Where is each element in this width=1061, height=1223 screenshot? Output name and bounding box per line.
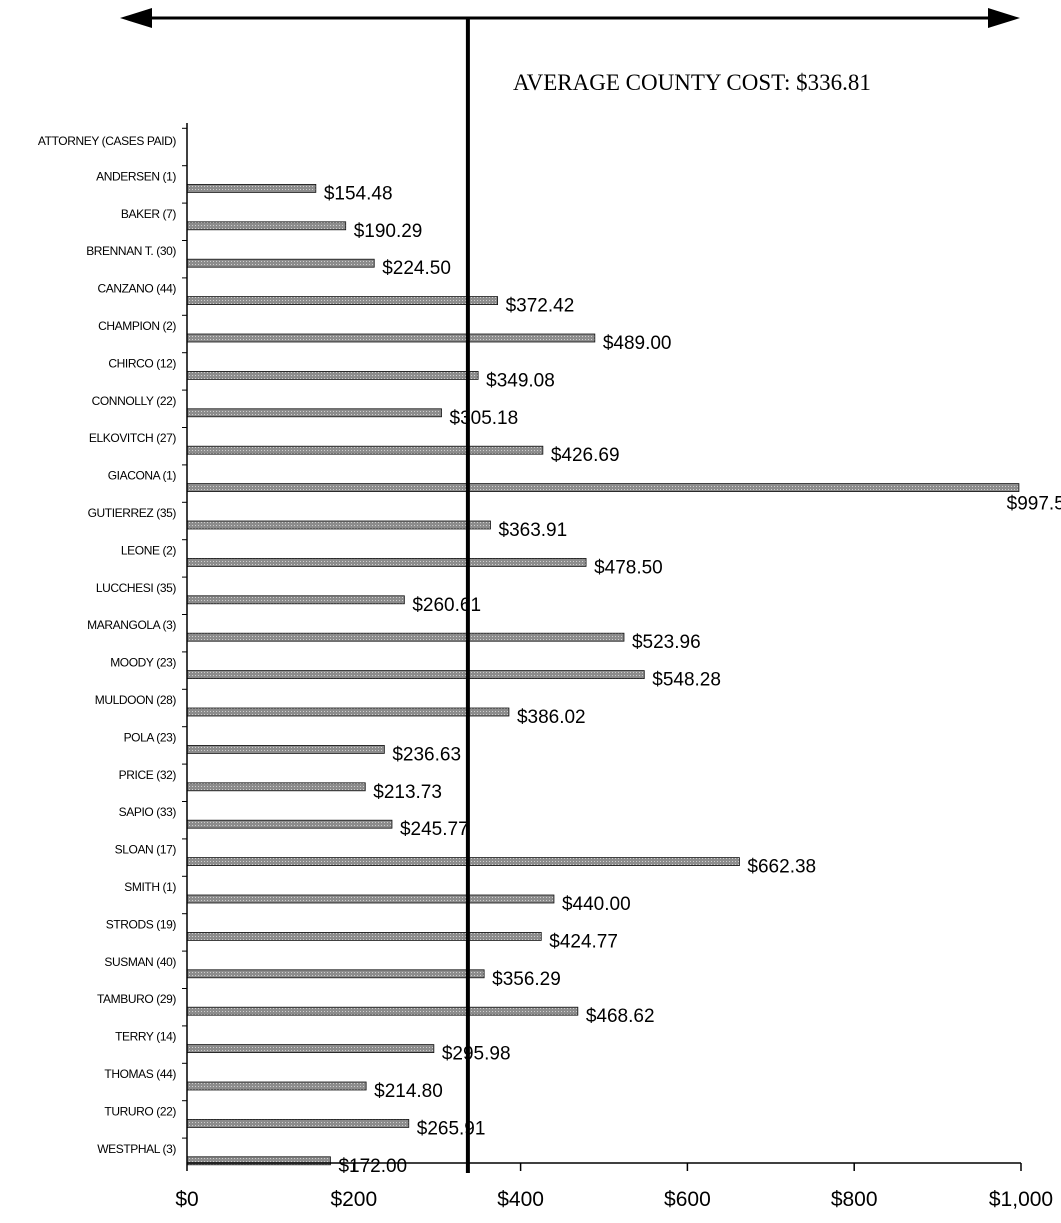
category-label: TURURO (22) xyxy=(104,1104,176,1118)
data-label: $236.63 xyxy=(392,744,461,765)
category-label: SAPIO (33) xyxy=(119,805,177,819)
x-tick-label: $800 xyxy=(831,1188,878,1211)
data-label: $468.62 xyxy=(586,1006,655,1027)
data-label: $523.96 xyxy=(632,632,701,653)
x-tick-label: $1,000 xyxy=(989,1188,1053,1211)
bar xyxy=(186,969,485,979)
bar xyxy=(186,745,385,754)
category-label: LEONE (2) xyxy=(121,543,176,557)
x-tick-label: $0 xyxy=(175,1188,198,1211)
bar xyxy=(186,296,498,306)
data-label: $426.69 xyxy=(551,445,620,466)
header-row-label: ATTORNEY (CASES PAID) xyxy=(38,134,176,148)
category-label: CANZANO (44) xyxy=(97,282,176,296)
bar xyxy=(186,894,555,904)
category-label: WESTPHAL (3) xyxy=(97,1142,176,1156)
category-label: PRICE (32) xyxy=(119,768,177,782)
data-label: $265.91 xyxy=(417,1118,486,1139)
bar xyxy=(186,707,510,717)
data-label: $372.42 xyxy=(506,296,575,317)
category-label: MULDOON (28) xyxy=(95,693,177,707)
bar xyxy=(186,408,442,418)
bar xyxy=(186,595,405,605)
data-label: $224.50 xyxy=(382,258,451,279)
data-label: $245.77 xyxy=(400,819,469,840)
data-label: $489.00 xyxy=(603,333,672,354)
category-label: SLOAN (17) xyxy=(115,843,177,857)
bar xyxy=(186,370,479,380)
category-label: GIACONA (1) xyxy=(108,469,177,483)
bar xyxy=(186,1006,579,1016)
data-label: $478.50 xyxy=(594,557,663,578)
bar xyxy=(186,483,1020,493)
bar xyxy=(186,520,491,530)
data-label: $424.77 xyxy=(549,931,618,952)
bar xyxy=(186,445,544,455)
category-label: SMITH (1) xyxy=(124,880,176,894)
category-label: STRODS (19) xyxy=(106,917,177,931)
category-label: MOODY (23) xyxy=(110,656,176,670)
x-tick-label: $400 xyxy=(497,1188,544,1211)
category-label: SUSMAN (40) xyxy=(104,955,176,969)
data-label: $172.00 xyxy=(338,1156,407,1177)
category-label: GUTIERREZ (35) xyxy=(88,506,177,520)
data-label: $213.73 xyxy=(373,782,442,803)
bar xyxy=(186,632,625,642)
bar xyxy=(186,932,542,941)
bar xyxy=(186,1081,367,1091)
average-cost-label: AVERAGE COUNTY COST: $336.81 xyxy=(513,70,871,95)
category-label: CONNOLLY (22) xyxy=(92,394,177,408)
bar xyxy=(186,258,375,268)
category-label: MARANGOLA (3) xyxy=(87,618,176,632)
data-label: $305.18 xyxy=(450,408,519,429)
data-label: $260.61 xyxy=(412,595,481,616)
category-label: ELKOVITCH (27) xyxy=(89,431,176,445)
bar xyxy=(186,782,366,792)
category-label: BAKER (7) xyxy=(121,207,176,221)
bar xyxy=(186,819,393,829)
bar xyxy=(186,1044,435,1053)
category-label: LUCCHESI (35) xyxy=(96,581,177,595)
data-label: $154.48 xyxy=(324,183,393,204)
data-label: $386.02 xyxy=(517,707,586,728)
data-label: $363.91 xyxy=(499,520,568,541)
category-label: THOMAS (44) xyxy=(104,1067,176,1081)
category-label: POLA (23) xyxy=(124,730,177,744)
data-label: $356.29 xyxy=(492,969,561,990)
x-tick-label: $200 xyxy=(330,1188,377,1211)
bar xyxy=(186,558,587,567)
bar xyxy=(186,333,596,343)
category-label: BRENNAN T. (30) xyxy=(86,244,176,258)
category-label: ANDERSEN (1) xyxy=(96,169,176,183)
data-label: $997.50 xyxy=(1007,494,1061,515)
data-label: $214.80 xyxy=(374,1081,443,1102)
data-label: $190.29 xyxy=(354,221,423,242)
bar xyxy=(186,670,645,679)
top-double-arrow xyxy=(120,8,1020,28)
category-label: TAMBURO (29) xyxy=(97,992,176,1006)
category-label: CHIRCO (12) xyxy=(108,356,176,370)
x-tick-label: $600 xyxy=(664,1188,711,1211)
bar xyxy=(186,1119,410,1128)
bar xyxy=(186,857,740,866)
data-label: $295.98 xyxy=(442,1044,511,1065)
data-label: $662.38 xyxy=(747,857,816,878)
category-label: CHAMPION (2) xyxy=(98,319,176,333)
data-label: $548.28 xyxy=(652,670,721,691)
bar xyxy=(186,183,317,193)
category-label: TERRY (14) xyxy=(115,1030,176,1044)
data-label: $440.00 xyxy=(562,894,631,915)
data-label: $349.08 xyxy=(486,370,555,391)
bar xyxy=(186,221,347,231)
